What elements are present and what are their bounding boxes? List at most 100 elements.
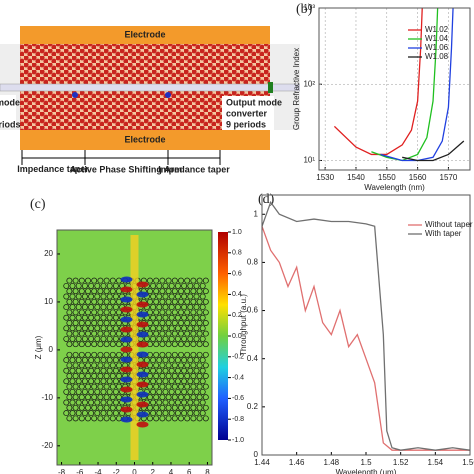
hole <box>178 288 184 295</box>
hole <box>72 298 79 305</box>
hole <box>116 373 122 379</box>
hole <box>63 325 70 332</box>
x-tick-label: 6 <box>187 468 192 474</box>
hole <box>109 404 116 411</box>
y-axis-label: Throughput (a.u.) <box>239 294 248 356</box>
hole <box>190 288 197 295</box>
hole <box>103 351 110 358</box>
hole <box>193 367 200 374</box>
hole <box>150 282 157 289</box>
hole <box>63 293 70 300</box>
hole <box>75 282 82 289</box>
hole <box>162 410 169 417</box>
hole <box>202 383 209 390</box>
hole <box>159 341 166 348</box>
hole <box>116 341 122 348</box>
hole <box>147 415 153 422</box>
hole <box>112 282 119 289</box>
hole <box>165 288 172 295</box>
hole <box>190 404 197 411</box>
hole <box>72 351 79 358</box>
hole <box>112 399 119 406</box>
hole <box>184 330 191 337</box>
hole <box>156 335 163 342</box>
hole <box>112 357 119 364</box>
hole <box>72 394 79 401</box>
hole <box>150 410 157 417</box>
hole <box>187 378 194 385</box>
hole <box>168 304 175 311</box>
x-tick-label: -4 <box>94 468 102 474</box>
field-lobe <box>120 386 133 393</box>
hole <box>196 351 203 358</box>
hole <box>81 399 88 406</box>
hole <box>193 314 200 321</box>
y-tick-label: 0 <box>254 450 259 459</box>
hole <box>88 293 95 300</box>
hole <box>78 373 85 379</box>
series-line <box>261 226 470 451</box>
hole <box>147 394 153 401</box>
hole <box>112 367 119 374</box>
legend-label: With taper <box>425 229 462 238</box>
hole <box>91 288 98 295</box>
hole <box>72 373 79 379</box>
hole <box>91 341 98 348</box>
field-lobe <box>120 326 133 333</box>
hole <box>91 383 98 390</box>
hole <box>184 373 191 379</box>
hole <box>187 357 194 364</box>
hole <box>109 351 116 358</box>
hole <box>159 415 166 422</box>
hole <box>162 378 169 385</box>
x-axis-label: Wavelength (nm) <box>364 183 425 192</box>
hole <box>63 410 70 417</box>
hole <box>103 298 110 305</box>
hole <box>193 357 200 364</box>
hole <box>85 404 91 411</box>
hole <box>162 304 169 311</box>
hole <box>178 330 184 337</box>
hole <box>116 309 122 316</box>
marker <box>165 92 171 98</box>
hole <box>153 362 160 369</box>
y-tick-label: 10² <box>303 79 315 88</box>
hole <box>159 394 166 401</box>
hole <box>109 373 116 379</box>
hole <box>66 341 73 348</box>
hole <box>196 404 203 411</box>
hole <box>72 383 79 390</box>
hole <box>153 373 160 379</box>
hole <box>109 320 116 326</box>
hole <box>159 309 166 316</box>
field-lobe <box>136 321 149 328</box>
dimension-lines <box>21 150 221 165</box>
hole <box>178 341 184 348</box>
label: converter <box>226 108 268 118</box>
hole <box>81 410 88 417</box>
hole <box>97 383 104 390</box>
series-line <box>380 7 454 162</box>
hole <box>63 335 70 342</box>
hole <box>103 277 110 284</box>
hole <box>171 341 178 348</box>
hole <box>81 357 88 364</box>
hole <box>178 298 184 305</box>
hole <box>178 404 184 411</box>
colorbar-label: 0.6 <box>232 270 242 277</box>
hole <box>112 388 119 395</box>
hole <box>171 309 178 316</box>
hole <box>196 394 203 401</box>
plot-frame <box>56 229 213 466</box>
hole <box>75 410 82 417</box>
field-lobe <box>136 281 149 288</box>
field-lobe <box>120 316 133 323</box>
hole <box>91 373 98 379</box>
hole <box>100 399 107 406</box>
hole <box>81 367 88 374</box>
hole <box>159 320 166 326</box>
hole <box>196 320 203 326</box>
hole <box>97 330 104 337</box>
hole <box>184 394 191 401</box>
hole <box>85 330 91 337</box>
